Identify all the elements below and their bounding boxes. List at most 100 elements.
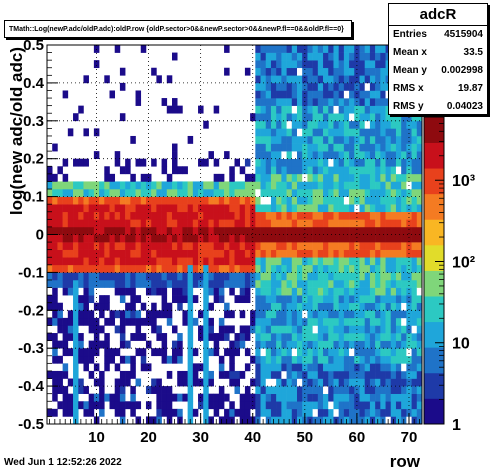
z-tick-label: 10³ (452, 173, 475, 190)
heatmap-cell (276, 287, 282, 296)
heatmap-cell (172, 226, 178, 235)
heatmap-cell (140, 279, 147, 288)
heatmap-cell (385, 234, 392, 243)
heatmap-cell (323, 226, 329, 235)
heatmap-cell (229, 363, 235, 372)
heatmap-cell (270, 98, 277, 106)
heatmap-cell (187, 204, 194, 213)
heatmap-cell (291, 45, 298, 53)
heatmap-cell (161, 242, 168, 250)
heatmap-cell (307, 82, 313, 91)
heatmap-cell (343, 52, 350, 61)
heatmap-cell (343, 189, 350, 197)
heatmap-cell (291, 105, 298, 114)
heatmap-cell (198, 226, 204, 235)
heatmap-cell (119, 166, 126, 175)
heatmap-cell (172, 196, 178, 205)
heatmap-cell (291, 257, 298, 266)
heatmap-cell (135, 325, 142, 334)
heatmap-cell (187, 287, 194, 296)
heatmap-cell (135, 98, 142, 106)
heatmap-cell (375, 60, 381, 69)
heatmap-cell (140, 348, 147, 357)
heatmap-cell (354, 151, 360, 159)
heatmap-cell (323, 90, 329, 99)
heatmap-cell (166, 204, 173, 213)
heatmap-cell (297, 90, 303, 99)
heatmap-cell (343, 310, 350, 319)
heatmap-cell (385, 317, 392, 326)
heatmap-cell (156, 310, 162, 319)
heatmap-cell (270, 75, 277, 84)
heatmap-cell (192, 226, 199, 235)
heatmap-cell (172, 204, 178, 213)
heatmap-cell (255, 242, 261, 250)
y-tick-label: 0.2 (23, 151, 44, 168)
heatmap-cell (172, 355, 178, 364)
heatmap-cell (349, 393, 355, 402)
heatmap-cell (187, 333, 194, 341)
heatmap-cell (213, 204, 220, 213)
heatmap-cell (380, 325, 386, 334)
heatmap-cell (343, 234, 350, 243)
heatmap-cell (302, 158, 308, 167)
heatmap-cell (343, 82, 350, 91)
heatmap-cell (307, 355, 313, 364)
heatmap-cell (140, 204, 147, 213)
heatmap-cell (302, 166, 308, 175)
heatmap-cell (130, 333, 136, 341)
heatmap-cell (234, 340, 241, 349)
heatmap-cell (270, 128, 277, 137)
heatmap-cell (172, 143, 178, 152)
heatmap-cell (145, 242, 152, 250)
heatmap-cell (270, 158, 277, 167)
heatmap-cell (224, 302, 230, 311)
heatmap-cell (307, 226, 313, 235)
heatmap-cell (161, 204, 168, 213)
heatmap-cell (385, 113, 392, 122)
heatmap-cell (349, 120, 355, 129)
heatmap-cell (198, 234, 204, 243)
heatmap-cell (218, 196, 225, 205)
heatmap-cell (265, 105, 272, 114)
heatmap-cell (328, 378, 334, 387)
heatmap-cell (88, 204, 95, 213)
heatmap-cell (312, 264, 319, 273)
heatmap-cell (104, 242, 110, 250)
heatmap-cell (270, 105, 277, 114)
heatmap-cell (234, 226, 241, 235)
heatmap-cell (385, 302, 392, 311)
heatmap-cell (312, 60, 319, 69)
heatmap-cell (47, 242, 53, 250)
heatmap-cell (145, 226, 152, 235)
heatmap-cell (359, 249, 366, 258)
heatmap-cell (359, 60, 366, 69)
heatmap-cell (286, 105, 293, 114)
heatmap-cell (317, 340, 324, 349)
heatmap-cell (88, 317, 95, 326)
heatmap-cell (192, 363, 199, 372)
heatmap-cell (390, 113, 397, 122)
heatmap-cell (265, 120, 272, 129)
heatmap-cell (338, 386, 345, 394)
heatmap-cell (302, 211, 308, 220)
heatmap-cell (286, 90, 293, 99)
heatmap-cell (349, 158, 355, 167)
heatmap-cell (239, 295, 246, 304)
heatmap-cell (135, 204, 142, 213)
heatmap-cell (297, 219, 303, 228)
heatmap-cell (73, 257, 79, 266)
heatmap-cell (135, 378, 142, 387)
heatmap-cell (369, 333, 376, 341)
heatmap-cell (52, 295, 58, 304)
heatmap-cell (338, 166, 345, 175)
heatmap-cell (349, 98, 355, 106)
heatmap-cell (260, 348, 267, 357)
heatmap-cell (307, 408, 313, 417)
heatmap-cell (375, 67, 381, 76)
color-scale-band (424, 398, 444, 425)
heatmap-cell (166, 75, 173, 84)
heatmap-cell (109, 189, 116, 197)
heatmap-cell (218, 287, 225, 296)
heatmap-cell (390, 302, 397, 311)
